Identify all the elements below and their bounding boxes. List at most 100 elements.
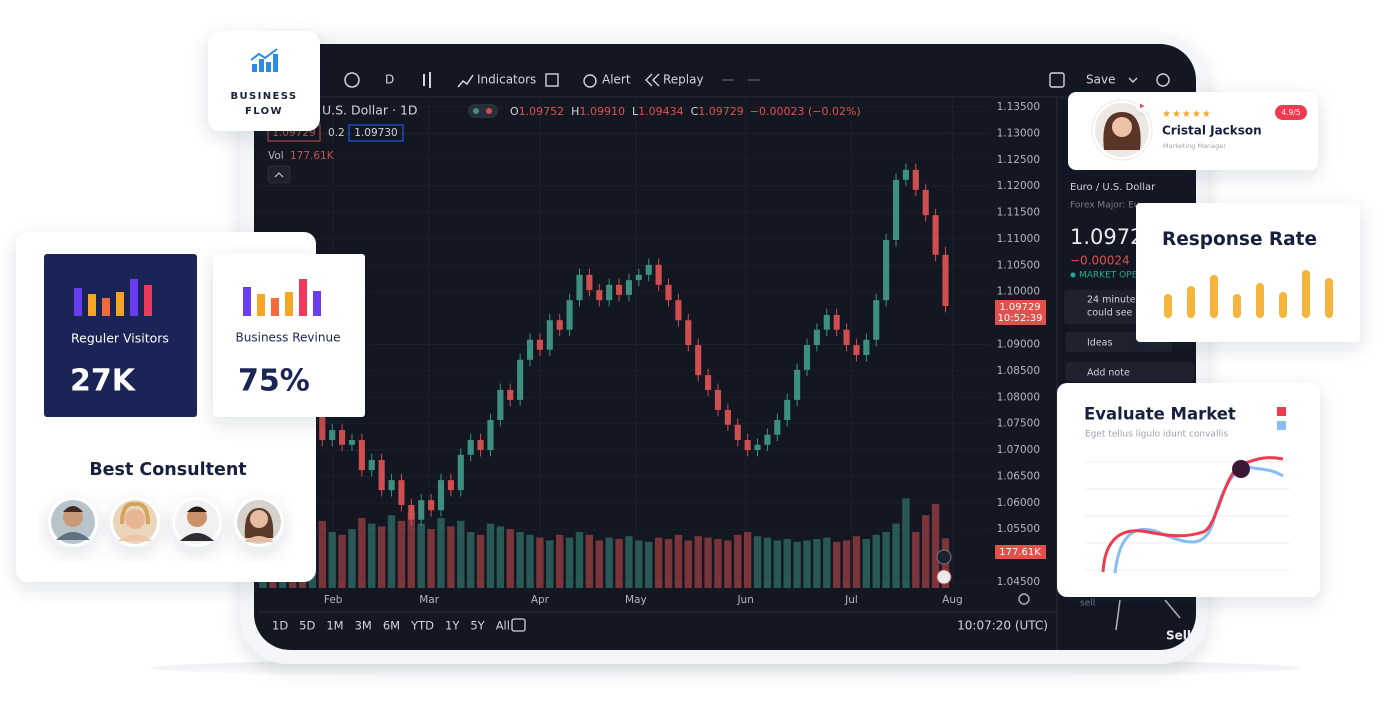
- candle-body: [784, 399, 791, 420]
- volume-bar: [892, 523, 900, 588]
- volume-bar: [565, 537, 574, 588]
- candle-body: [823, 314, 830, 330]
- volume-bar: [338, 534, 346, 588]
- candle-body: [566, 300, 573, 330]
- flag-icon[interactable]: [936, 569, 952, 585]
- candle-body: [378, 460, 385, 491]
- volume-bar: [872, 534, 880, 588]
- timeframe[interactable]: YTD: [410, 619, 434, 633]
- badge-card: [208, 31, 320, 131]
- screen: [254, 44, 1196, 650]
- y-tick-label: 1.04500: [997, 576, 1040, 588]
- candle-body: [635, 274, 642, 281]
- consultants-title: Best Consultent: [89, 460, 246, 480]
- fullscreen-icon[interactable]: [1049, 72, 1065, 88]
- revenue-value: 75%: [238, 364, 310, 399]
- timeframe[interactable]: 1D: [272, 619, 288, 633]
- timeframe[interactable]: 6M: [383, 619, 400, 633]
- volume-bar: [773, 540, 781, 588]
- volume-bar: [605, 537, 613, 588]
- add-note-button[interactable]: [1066, 362, 1194, 382]
- timeframe[interactable]: All: [496, 619, 510, 633]
- profile-name: Cristal Jackson: [1162, 124, 1262, 138]
- volume-bar: [417, 523, 425, 588]
- volume-bar: [546, 540, 554, 588]
- ask-box[interactable]: [348, 124, 404, 142]
- candle-icon[interactable]: [423, 72, 431, 88]
- event-icon[interactable]: [936, 549, 952, 565]
- add-icon[interactable]: [344, 72, 360, 88]
- curve-point: [1232, 460, 1250, 478]
- alert-button[interactable]: Alert: [602, 73, 631, 87]
- visitors-mini-bars: [74, 279, 152, 316]
- y-tick-label: 1.07500: [997, 418, 1040, 430]
- candle-body: [794, 369, 801, 400]
- indicators-icon[interactable]: [457, 74, 474, 88]
- candle-body: [517, 359, 524, 400]
- avatar[interactable]: [110, 497, 160, 547]
- collapse-button[interactable]: [267, 165, 291, 184]
- volume-bar: [704, 537, 712, 588]
- candle-body: [655, 264, 662, 285]
- status-dot: [486, 108, 492, 114]
- candle-body: [487, 419, 494, 451]
- spread: 0.2: [328, 127, 345, 139]
- candle-body: [922, 189, 929, 216]
- avatar[interactable]: [234, 497, 284, 547]
- badge-line: BUSINESS: [230, 91, 297, 102]
- replay-button[interactable]: Replay: [663, 73, 704, 87]
- market-dot: [1070, 272, 1076, 278]
- replay-icon[interactable]: [645, 73, 660, 87]
- ohlc-value: 1.09752: [519, 105, 565, 118]
- settings-icon[interactable]: [1018, 593, 1030, 605]
- profile-role: Marketing Manager: [1163, 142, 1226, 150]
- ohlc-value: 1.09729: [698, 105, 744, 118]
- avatars: [48, 497, 284, 547]
- layout-icon[interactable]: [545, 73, 559, 87]
- volume-bar: [803, 540, 811, 588]
- price-tag: [995, 300, 1046, 325]
- x-tick-label: Feb: [324, 594, 343, 606]
- volume-bar: [922, 515, 930, 588]
- volume-bar: [526, 534, 534, 588]
- candle-body: [754, 444, 761, 451]
- response-title: Response Rate: [1162, 229, 1317, 250]
- search-icon[interactable]: [1156, 73, 1170, 87]
- date-range-icon[interactable]: [511, 618, 526, 632]
- candle-body: [606, 284, 613, 301]
- volume-tag-text: 177.61K: [999, 547, 1041, 558]
- timeframe[interactable]: 1Y: [445, 619, 460, 633]
- candle-body: [873, 300, 880, 340]
- candle-body: [507, 389, 514, 400]
- save-button[interactable]: Save: [1086, 73, 1115, 87]
- x-tick-label: May: [625, 594, 647, 606]
- x-tick-label: Aug: [942, 594, 963, 606]
- save-menu[interactable]: [1128, 77, 1138, 83]
- alert-icon[interactable]: [583, 74, 597, 88]
- volume-bar: [882, 532, 890, 588]
- timeframe[interactable]: 5Y: [470, 619, 485, 633]
- indicators-button[interactable]: Indicators: [477, 73, 536, 87]
- timeframe[interactable]: 3M: [355, 619, 372, 633]
- response-panel: [1136, 203, 1360, 342]
- stats-card: Reguler Visitors 27K Business Revinue 75…: [16, 232, 365, 582]
- y-tick-label: 1.05500: [997, 523, 1040, 535]
- candle-body: [902, 169, 909, 180]
- candle-body: [912, 169, 919, 190]
- rating-badge: [1275, 105, 1307, 120]
- volume-bar: [467, 532, 475, 588]
- y-tick-label: 1.09000: [997, 339, 1040, 351]
- legend-swatch: [1277, 421, 1286, 430]
- interval[interactable]: D: [385, 73, 394, 87]
- timeframe[interactable]: 5D: [299, 619, 315, 633]
- ohlc-key: O: [510, 105, 519, 118]
- candle-body: [467, 440, 474, 455]
- timeframe[interactable]: 1M: [326, 619, 343, 633]
- grid: [258, 97, 990, 588]
- volume-bar: [486, 523, 495, 588]
- sell-button[interactable]: Sell: [1166, 629, 1191, 643]
- avatar[interactable]: [172, 497, 222, 547]
- avatar[interactable]: [48, 497, 98, 547]
- volume-bar: [783, 539, 791, 588]
- volume-bar: [743, 532, 752, 588]
